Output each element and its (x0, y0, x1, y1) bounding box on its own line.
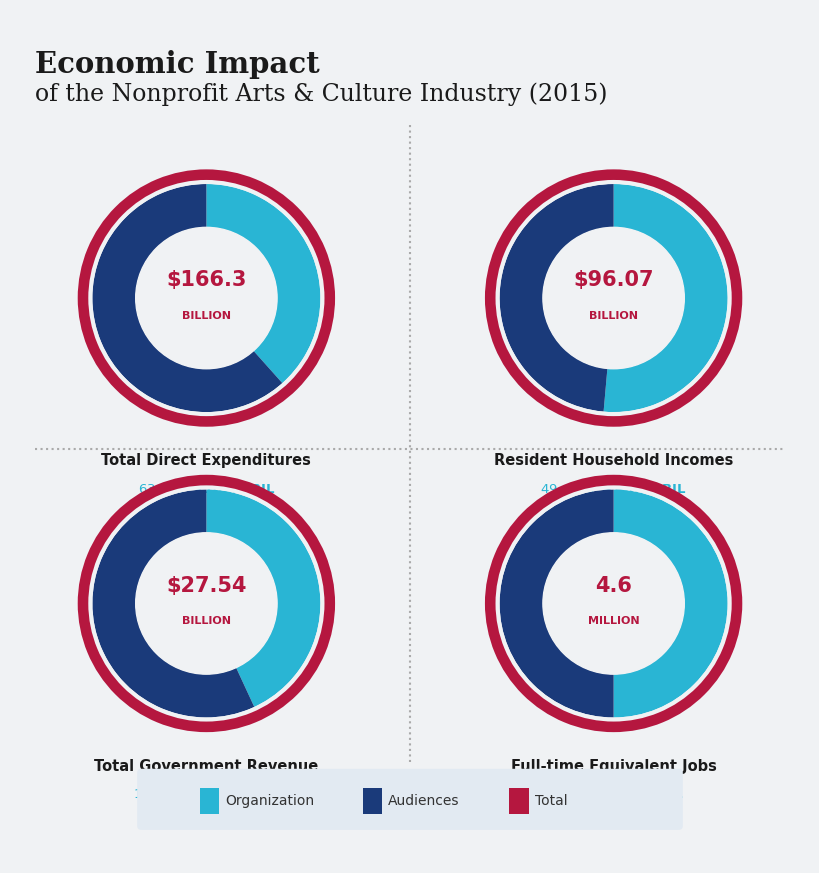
Text: Audiences: Audiences (387, 794, 459, 808)
Text: Total: Total (534, 794, 567, 808)
Text: $11.86 BIL  +  $15.68 BIL: $11.86 BIL + $15.68 BIL (133, 788, 279, 801)
Wedge shape (84, 481, 328, 725)
Wedge shape (484, 169, 741, 427)
Circle shape (135, 533, 277, 674)
Text: $96.07: $96.07 (572, 270, 653, 290)
Text: BILLION: BILLION (588, 311, 637, 321)
Text: Resident Household Incomes: Resident Household Incomes (493, 453, 732, 469)
Circle shape (135, 227, 277, 368)
Text: Economic Impact: Economic Impact (35, 50, 319, 79)
FancyBboxPatch shape (200, 788, 219, 815)
FancyBboxPatch shape (509, 788, 528, 815)
Text: MILLION: MILLION (587, 616, 639, 627)
Text: $27.54: $27.54 (166, 575, 247, 595)
Text: BILLION: BILLION (182, 616, 231, 627)
Text: 2.3 MIL  +  2.3 MIL: 2.3 MIL + 2.3 MIL (544, 788, 682, 801)
Text: Total Direct Expenditures: Total Direct Expenditures (102, 453, 311, 469)
Wedge shape (499, 490, 613, 718)
Wedge shape (491, 481, 735, 725)
FancyBboxPatch shape (362, 788, 382, 815)
Text: $49.43 BIL  +  $46.64 BIL: $49.43 BIL + $46.64 BIL (540, 483, 686, 496)
Wedge shape (78, 475, 335, 732)
Wedge shape (613, 490, 726, 718)
Wedge shape (84, 175, 328, 420)
FancyBboxPatch shape (137, 769, 682, 830)
Wedge shape (93, 184, 282, 412)
Wedge shape (93, 490, 254, 718)
Wedge shape (78, 169, 335, 427)
Text: Organization: Organization (225, 794, 314, 808)
Wedge shape (206, 184, 320, 383)
Text: of the Nonprofit Arts & Culture Industry (2015): of the Nonprofit Arts & Culture Industry… (35, 82, 607, 106)
Circle shape (542, 227, 684, 368)
Wedge shape (603, 184, 726, 412)
Wedge shape (491, 175, 735, 420)
Circle shape (542, 533, 684, 674)
Wedge shape (484, 475, 741, 732)
Wedge shape (499, 184, 613, 412)
Text: $166.3: $166.3 (166, 270, 247, 290)
Text: Total Government Revenue: Total Government Revenue (94, 759, 318, 773)
Wedge shape (206, 490, 320, 707)
Text: 4.6: 4.6 (595, 575, 631, 595)
Text: Full-time Equivalent Jobs: Full-time Equivalent Jobs (510, 759, 716, 773)
Text: BILLION: BILLION (182, 311, 231, 321)
Text: $63.8 BIL  +  $102.5 BIL: $63.8 BIL + $102.5 BIL (138, 483, 275, 496)
